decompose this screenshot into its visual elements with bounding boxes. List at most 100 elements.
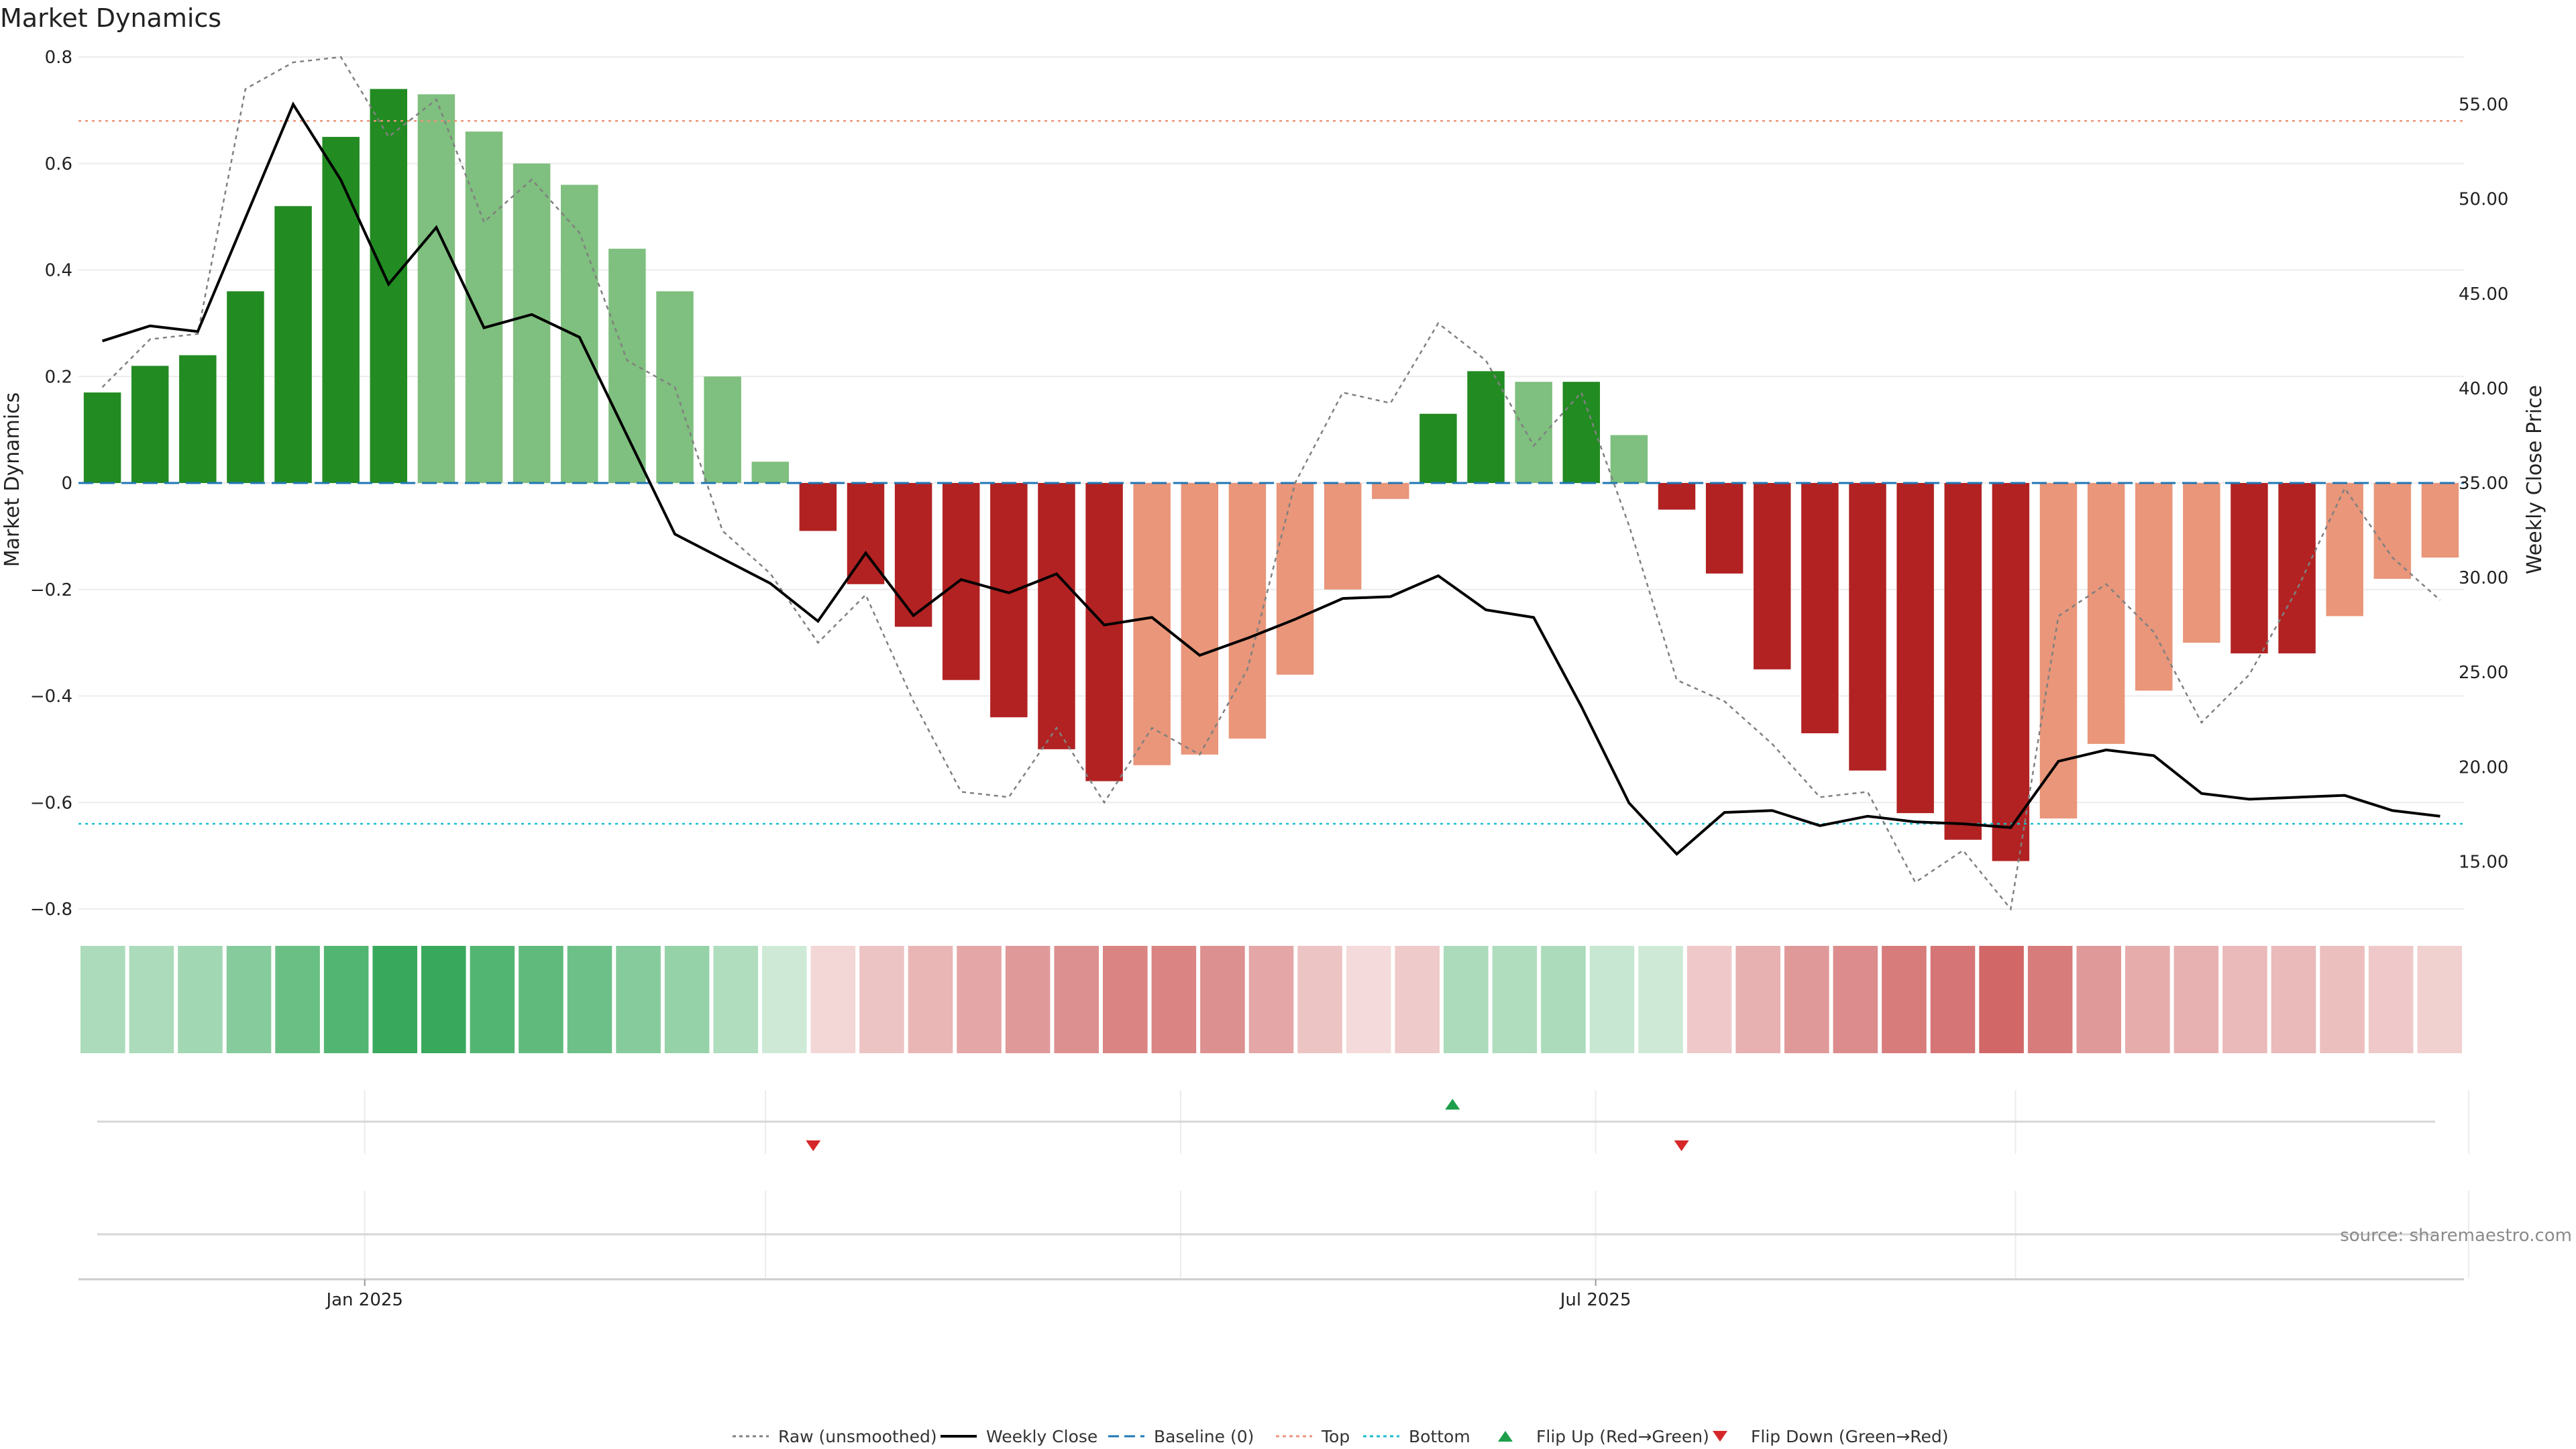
bar bbox=[751, 462, 789, 483]
x-tick-label: Jan 2025 bbox=[325, 1290, 403, 1310]
strip-cell bbox=[1395, 946, 1440, 1053]
strip-cell bbox=[178, 946, 223, 1053]
bar bbox=[2326, 483, 2363, 616]
right-tick-label: 50.00 bbox=[2459, 190, 2508, 210]
strip-cell bbox=[2027, 946, 2073, 1053]
bar bbox=[2373, 483, 2412, 579]
raw-line bbox=[101, 56, 2441, 911]
legend-item: Bottom bbox=[1363, 1427, 1470, 1446]
strip-cell bbox=[2368, 946, 2414, 1053]
bar bbox=[1992, 483, 2030, 861]
strip-cell bbox=[80, 946, 125, 1053]
strip-cell bbox=[129, 946, 174, 1053]
bar bbox=[1181, 483, 1219, 755]
strip-cell bbox=[1200, 946, 1245, 1053]
bar bbox=[799, 483, 837, 531]
strip-cell bbox=[519, 946, 564, 1053]
strip-cell bbox=[859, 946, 904, 1053]
strip-cell bbox=[2320, 946, 2365, 1053]
legend-marker bbox=[1713, 1431, 1727, 1442]
line-series bbox=[78, 56, 2464, 911]
bar bbox=[227, 291, 264, 483]
flip-up-marker bbox=[1445, 1099, 1460, 1110]
bar bbox=[1754, 483, 1791, 669]
flip-markers-panel bbox=[97, 1090, 2470, 1278]
bar bbox=[2039, 483, 2078, 819]
left-tick-label: −0.6 bbox=[30, 793, 72, 813]
strip-cell bbox=[372, 946, 417, 1053]
legend-marker bbox=[1498, 1431, 1513, 1442]
strip-cell bbox=[2222, 946, 2267, 1053]
legend-item: Top bbox=[1276, 1427, 1350, 1446]
flip-down-marker bbox=[806, 1140, 821, 1151]
strip-cell bbox=[908, 946, 953, 1053]
left-tick-label: 0.6 bbox=[45, 154, 72, 174]
right-tick-label: 25.00 bbox=[2459, 663, 2508, 683]
legend-item: Flip Up (Red→Green) bbox=[1498, 1427, 1709, 1446]
bar bbox=[1276, 483, 1314, 675]
legend-item: Weekly Close bbox=[941, 1427, 1097, 1446]
bar bbox=[1085, 483, 1123, 782]
strip-cell bbox=[664, 946, 710, 1053]
strip-cell bbox=[2271, 946, 2316, 1053]
legend-label: Bottom bbox=[1409, 1427, 1470, 1446]
strip-cell bbox=[1589, 946, 1635, 1053]
bar bbox=[1896, 483, 1934, 814]
right-axis: 55.00 50.00 45.00 40.00 35.00 30.00 25.00 20.00… bbox=[2459, 95, 2508, 873]
left-axis: 0.8 0.6 0.4 0.2 0 −0.2 −0.4 −0.6 −0.8 bbox=[30, 48, 72, 920]
bar bbox=[704, 376, 741, 483]
strip-cell bbox=[1686, 946, 1732, 1053]
strip-cell bbox=[1979, 946, 2024, 1053]
right-tick-label: 20.00 bbox=[2459, 757, 2508, 777]
strip-cell bbox=[616, 946, 661, 1053]
strip-cell bbox=[762, 946, 807, 1053]
bar bbox=[2278, 483, 2316, 653]
bar bbox=[274, 206, 312, 483]
legend-label: Top bbox=[1321, 1427, 1350, 1446]
left-tick-label: 0.8 bbox=[45, 48, 72, 68]
strip-cell bbox=[713, 946, 758, 1053]
legend-label: Flip Up (Red→Green) bbox=[1536, 1427, 1709, 1446]
bar bbox=[1801, 483, 1839, 734]
bar bbox=[942, 483, 980, 680]
legend-label: Raw (unsmoothed) bbox=[778, 1427, 937, 1446]
weekly-close-line bbox=[101, 101, 2440, 856]
strip-cell bbox=[957, 946, 1002, 1053]
strip-cell bbox=[2417, 946, 2462, 1053]
bar bbox=[417, 94, 455, 483]
strip-cell bbox=[1735, 946, 1780, 1053]
legend-label: Weekly Close bbox=[986, 1427, 1097, 1446]
bar bbox=[1610, 435, 1648, 483]
strip-cell bbox=[1346, 946, 1391, 1053]
bar bbox=[513, 163, 551, 483]
legend-label: Flip Down (Green→Red) bbox=[1751, 1427, 1949, 1446]
bar bbox=[608, 248, 646, 483]
strip-cell bbox=[1103, 946, 1148, 1053]
bar bbox=[1705, 483, 1743, 574]
strip-cell bbox=[1833, 946, 1878, 1053]
strip-cell bbox=[323, 946, 369, 1053]
intensity-strip bbox=[80, 946, 2462, 1053]
bar-series bbox=[83, 89, 2459, 861]
bar bbox=[322, 137, 360, 483]
bar bbox=[2183, 483, 2220, 643]
legend-item: Baseline (0) bbox=[1108, 1427, 1254, 1446]
strip-cell bbox=[421, 946, 466, 1053]
left-axis-title: Market Dynamics bbox=[1, 392, 24, 568]
flip-down-marker bbox=[1674, 1140, 1689, 1151]
bar bbox=[1419, 413, 1457, 483]
strip-cell bbox=[1638, 946, 1683, 1053]
x-tick-label: Jul 2025 bbox=[1559, 1290, 1631, 1310]
strip-cell bbox=[1297, 946, 1342, 1053]
strip-cell bbox=[1054, 946, 1099, 1053]
strip-cell bbox=[1541, 946, 1586, 1053]
strip-cell bbox=[1492, 946, 1538, 1053]
strip-cell bbox=[2076, 946, 2121, 1053]
bar bbox=[561, 184, 598, 483]
bar bbox=[1944, 483, 1982, 840]
chart-title: Market Dynamics bbox=[0, 3, 221, 33]
bar bbox=[179, 355, 217, 483]
right-tick-label: 45.00 bbox=[2459, 284, 2508, 305]
bar bbox=[1133, 483, 1171, 765]
